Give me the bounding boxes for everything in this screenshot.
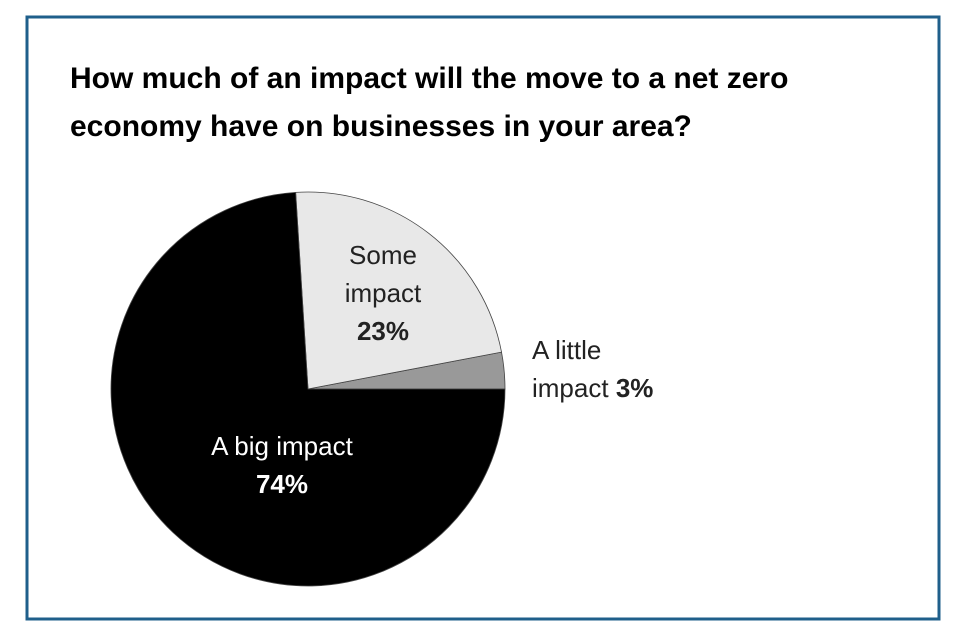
title-line: economy have on businesses in your area? xyxy=(70,110,692,143)
label-line: impact xyxy=(532,373,616,403)
slice-label: A big impact xyxy=(211,431,353,461)
pie-slice xyxy=(110,191,506,587)
value-label: 74% xyxy=(256,469,308,499)
label-line: A little xyxy=(532,335,601,365)
value-label: 23% xyxy=(357,316,409,346)
label-line: Some xyxy=(349,240,417,270)
label-line: A big impact xyxy=(211,431,353,461)
slice-label: A little impact 3% xyxy=(532,335,653,403)
label-line: impact xyxy=(345,278,422,308)
title-line: How much of an impact will the move to a… xyxy=(70,62,788,95)
slice-label: Some impact xyxy=(345,240,422,308)
pie-slice xyxy=(295,191,502,390)
chart-title: How much of an impact will the move to a… xyxy=(70,62,788,143)
value-label: 3% xyxy=(616,373,654,403)
